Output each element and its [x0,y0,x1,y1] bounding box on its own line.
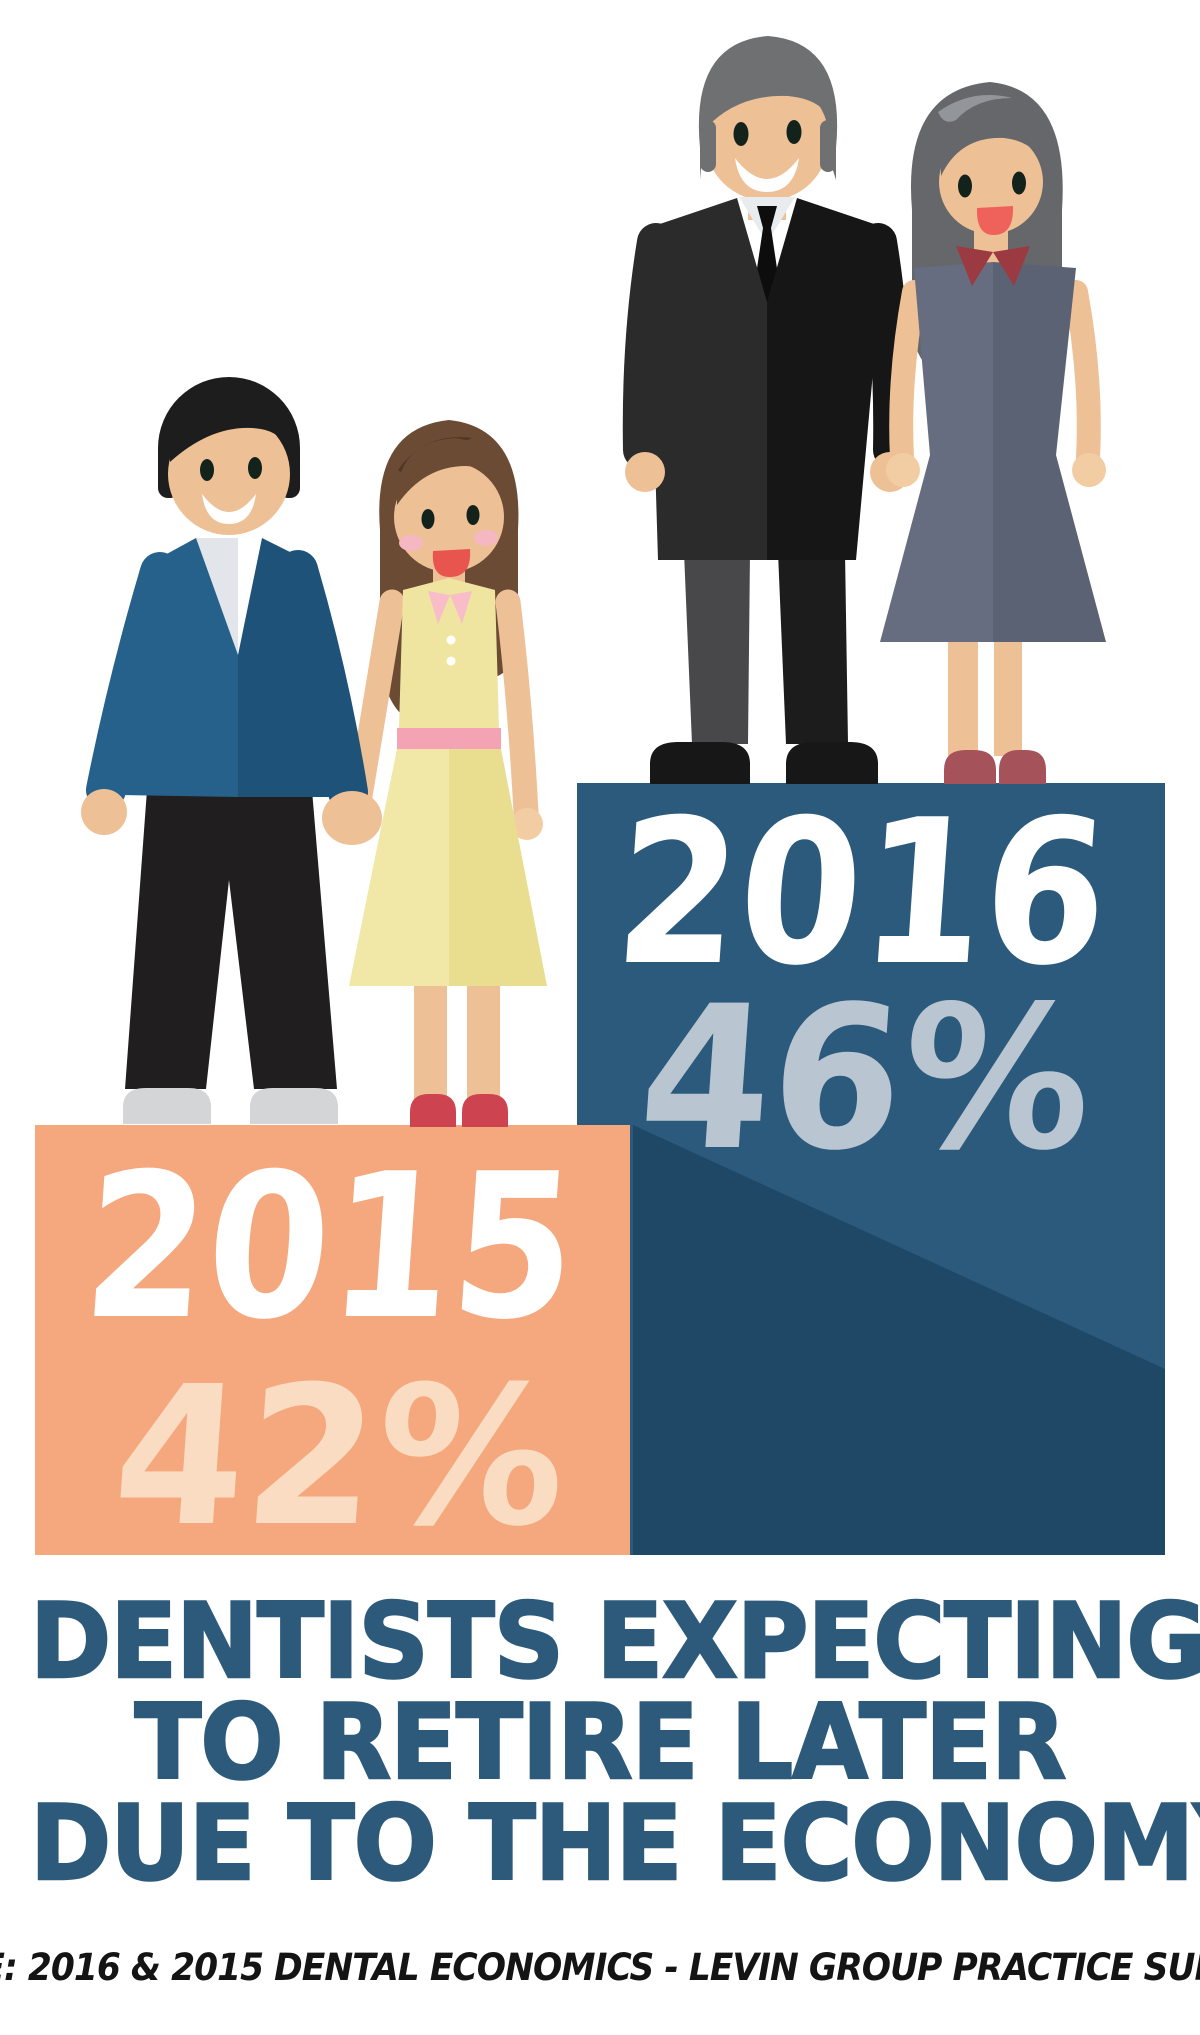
title-line-3: DUE TO THE ECONOMY [29,1784,1200,1904]
label-pct-2016: 46% [632,963,1100,1194]
older-woman-figure [880,82,1106,784]
bar-2016 [577,783,1165,1555]
source-note: SOURCE: 2016 & 2015 DENTAL ECONOMICS - L… [0,1946,1200,1989]
title-line-2: TO RETIRE LATER [133,1683,1067,1803]
young-man-figure [81,377,382,1124]
title-line-1: DENTISTS EXPECTING [29,1582,1200,1702]
older-man-figure [622,36,912,784]
label-year-2015: 2015 [76,1131,584,1364]
bar-2015 [35,1125,630,1555]
label-pct-2015: 42% [107,1346,574,1569]
young-woman-figure [347,420,547,1127]
chart-title: DENTISTS EXPECTING TO RETIRE LATER DUE T… [0,1582,1200,1904]
